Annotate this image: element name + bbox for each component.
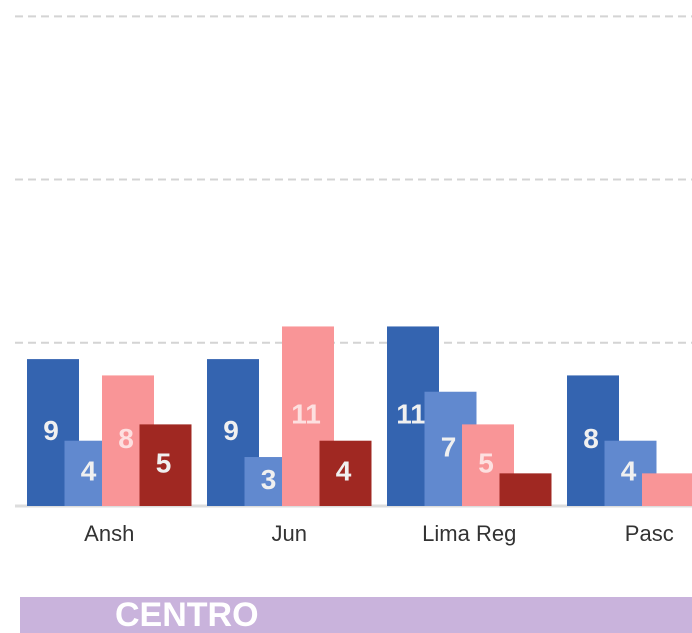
data-label: 4 xyxy=(81,456,97,487)
data-label: 5 xyxy=(478,448,494,479)
x-tick-label: Ansh xyxy=(84,521,134,546)
data-label: 8 xyxy=(583,423,599,454)
data-label: 11 xyxy=(396,399,426,430)
banner-label: CENTRO xyxy=(115,596,259,633)
x-tick-label: Lima Reg xyxy=(422,521,516,546)
data-label: 4 xyxy=(621,456,637,487)
x-tick-label: Jun xyxy=(272,521,307,546)
data-label: 11 xyxy=(291,399,321,430)
bar xyxy=(642,473,692,506)
data-label: 3 xyxy=(261,464,277,495)
data-label: 4 xyxy=(336,456,352,487)
bar xyxy=(139,424,192,506)
region-banner xyxy=(20,597,692,633)
x-tick-label: Pasc xyxy=(625,521,674,546)
data-label: 8 xyxy=(118,423,134,454)
bar xyxy=(499,473,552,506)
data-label: 9 xyxy=(223,415,239,446)
data-label: 7 xyxy=(441,431,457,462)
bar xyxy=(319,440,372,506)
data-label: 9 xyxy=(43,415,59,446)
data-label: 5 xyxy=(156,448,172,479)
